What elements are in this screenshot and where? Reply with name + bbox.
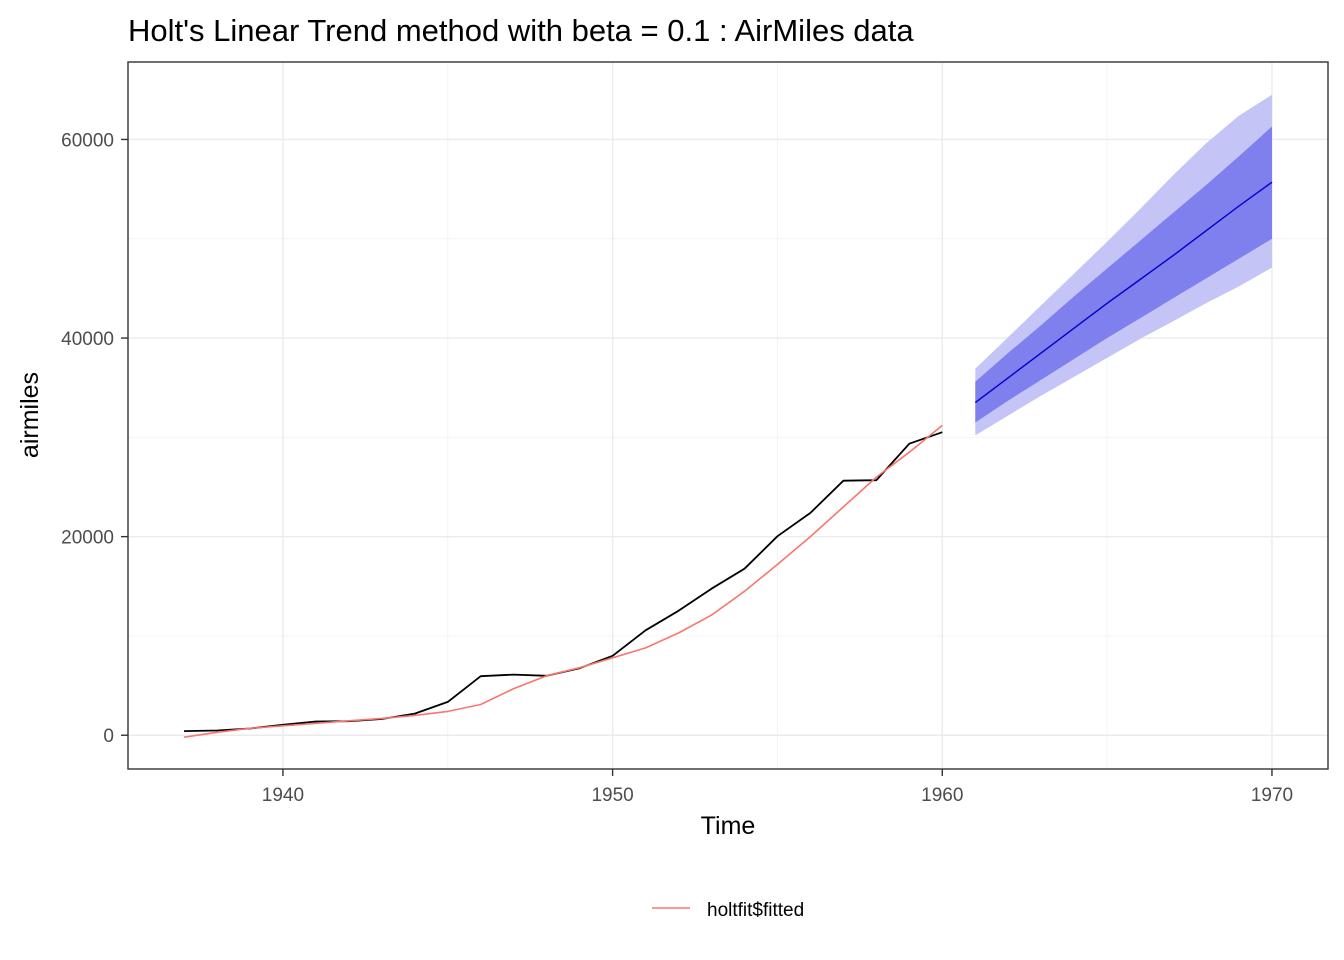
chart-title: Holt's Linear Trend method with beta = 0… — [128, 13, 914, 48]
series-lines — [183, 181, 1273, 738]
x-tick-label: 1950 — [591, 785, 633, 806]
y-tick-label: 0 — [103, 726, 114, 747]
interval-80-band — [975, 126, 1272, 423]
x-tick-label: 1940 — [262, 785, 304, 806]
y-tick-label: 40000 — [61, 329, 114, 350]
fitted-series-line — [183, 424, 943, 738]
plot-panel-border — [127, 61, 1329, 770]
x-axis: 1940 1950 1960 1970 — [262, 769, 1293, 806]
y-axis: 0 20000 40000 60000 — [61, 130, 128, 747]
forecast-mean-line — [974, 181, 1273, 404]
y-tick-label: 20000 — [61, 528, 114, 549]
legend: holtfit$fitted — [652, 900, 804, 921]
prediction-intervals — [975, 94, 1272, 436]
x-tick-label: 1960 — [921, 785, 963, 806]
y-tick-label: 60000 — [61, 130, 114, 151]
observed-series-line — [183, 431, 943, 732]
grid — [128, 62, 1328, 769]
x-tick-label: 1970 — [1251, 785, 1293, 806]
x-axis-title: Time — [701, 812, 756, 840]
legend-label-fitted: holtfit$fitted — [707, 900, 804, 921]
y-axis-title: airmiles — [16, 372, 44, 458]
